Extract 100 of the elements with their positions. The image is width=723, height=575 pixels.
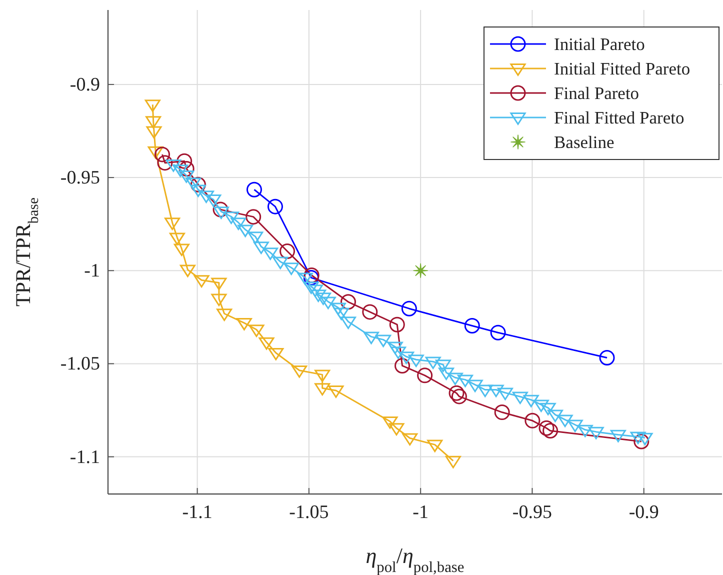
point — [320, 296, 336, 310]
point — [174, 244, 190, 256]
point — [334, 308, 350, 320]
point — [146, 116, 162, 129]
point — [427, 440, 443, 452]
point — [362, 304, 378, 320]
point — [408, 354, 424, 367]
point — [258, 337, 274, 350]
point — [394, 358, 410, 374]
point — [194, 275, 210, 288]
point — [211, 294, 227, 306]
point — [314, 370, 330, 382]
point — [307, 284, 323, 298]
point — [363, 332, 379, 344]
point — [538, 420, 554, 436]
point — [630, 432, 646, 444]
point — [464, 318, 480, 334]
x-tick-label: -1.05 — [289, 502, 329, 523]
point — [315, 292, 331, 306]
point — [512, 392, 528, 404]
point — [435, 360, 451, 372]
x-tick-label: -1 — [412, 502, 428, 523]
point — [248, 232, 264, 244]
point — [445, 456, 461, 468]
point — [340, 294, 356, 310]
point — [494, 404, 510, 420]
point — [180, 264, 196, 278]
point — [314, 383, 330, 396]
point — [178, 161, 194, 177]
point — [588, 426, 604, 440]
point — [634, 434, 650, 450]
point — [610, 430, 626, 442]
y-tick-label: -1.05 — [60, 354, 100, 375]
point — [190, 184, 206, 198]
point — [467, 380, 483, 392]
point — [262, 248, 278, 260]
point — [390, 346, 406, 359]
point — [248, 324, 264, 338]
point — [186, 178, 202, 190]
point — [176, 153, 192, 169]
point — [178, 170, 194, 183]
point — [146, 126, 162, 139]
point — [577, 424, 593, 438]
point — [284, 262, 300, 276]
point — [310, 290, 326, 302]
point — [382, 416, 398, 429]
point — [447, 372, 463, 386]
point — [236, 318, 252, 330]
point — [533, 400, 549, 412]
legend-label: Initial Pareto — [554, 34, 646, 54]
point — [376, 334, 392, 348]
point — [497, 388, 513, 400]
point — [417, 368, 433, 384]
point — [268, 348, 284, 360]
point — [223, 212, 239, 224]
point — [451, 388, 467, 404]
point — [267, 198, 283, 214]
x-tick-label: -1.1 — [182, 502, 212, 523]
x-tick-label: -0.95 — [512, 502, 552, 523]
point — [303, 282, 319, 294]
point — [198, 190, 214, 203]
legend-label: Initial Fitted Pareto — [554, 58, 690, 78]
point — [457, 374, 473, 388]
point — [148, 146, 164, 159]
point — [490, 324, 506, 340]
point — [253, 242, 269, 254]
point — [637, 432, 653, 446]
point — [547, 410, 563, 422]
point — [154, 146, 170, 162]
point — [599, 350, 615, 366]
point — [216, 308, 232, 322]
point — [523, 394, 539, 408]
point — [542, 422, 558, 438]
point — [330, 302, 346, 316]
point — [206, 194, 222, 207]
point — [157, 155, 173, 171]
point — [425, 356, 441, 370]
point — [401, 300, 417, 316]
point — [488, 384, 504, 398]
point — [448, 385, 464, 401]
point — [169, 232, 185, 246]
point — [172, 164, 188, 177]
point — [413, 263, 428, 278]
point — [292, 365, 308, 378]
point — [557, 414, 573, 428]
point — [212, 202, 228, 218]
point — [246, 209, 262, 225]
point — [438, 368, 454, 380]
point — [477, 384, 493, 398]
point — [211, 278, 227, 290]
point — [246, 182, 262, 198]
point — [280, 244, 296, 260]
point — [164, 218, 180, 230]
legend-label: Final Fitted Pareto — [554, 108, 685, 128]
point — [238, 224, 254, 238]
point — [213, 206, 229, 220]
point — [340, 316, 356, 330]
y-tick-label: -0.95 — [60, 168, 100, 189]
x-axis-title: η$_{pol}$/η$_{pol,base}$ — [366, 543, 464, 575]
point — [328, 386, 344, 398]
